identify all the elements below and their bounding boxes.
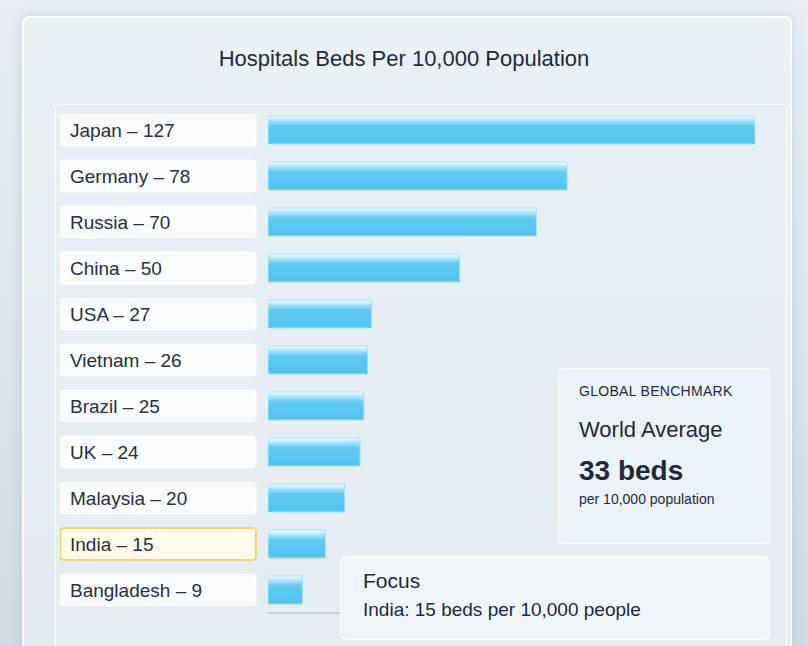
svg-text:Vietnam – 26: Vietnam – 26 (70, 350, 182, 371)
html-text:World Average: World Average (579, 417, 723, 442)
svg-text:Malaysia – 20: Malaysia – 20 (70, 488, 187, 509)
html-text:per 10,000 population: per 10,000 population (579, 491, 715, 507)
svg-text:China – 50: China – 50 (70, 258, 162, 279)
svg-text:Japan – 127: Japan – 127 (70, 120, 175, 141)
svg-text:Russia – 70: Russia – 70 (70, 212, 170, 233)
html-text:Hospitals Beds Per 10,000 Popu: Hospitals Beds Per 10,000 Population (218, 46, 590, 71)
svg-text:India – 15: India – 15 (70, 534, 153, 555)
svg-text:Bangladesh – 9: Bangladesh – 9 (70, 580, 202, 601)
html-text:GLOBAL BENCHMARK: GLOBAL BENCHMARK (579, 383, 733, 399)
svg-text:USA – 27: USA – 27 (70, 304, 150, 325)
html-text:India: 15 beds per 10,000 peop: India: 15 beds per 10,000 people (363, 599, 641, 620)
html-text:Focus: Focus (363, 569, 421, 592)
svg-text:Brazil – 25: Brazil – 25 (70, 396, 160, 417)
svg-text:Germany – 78: Germany – 78 (70, 166, 190, 187)
html-text:33 beds: 33 beds (579, 455, 684, 486)
svg-text:UK – 24: UK – 24 (70, 442, 139, 463)
